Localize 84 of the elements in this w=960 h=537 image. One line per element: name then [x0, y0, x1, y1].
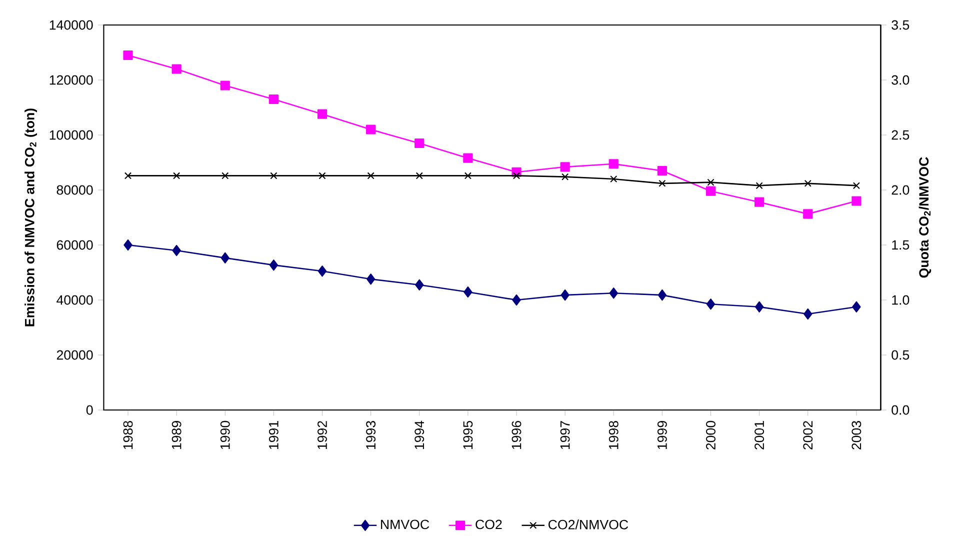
point — [852, 196, 862, 206]
point — [804, 308, 812, 320]
point — [560, 162, 570, 172]
legend-label: CO2 — [476, 520, 502, 530]
point — [707, 178, 714, 186]
y-tick-label: 120000 — [50, 76, 93, 85]
y2-tick-label: 0.0 — [892, 406, 910, 415]
x-tick-label: 1997 — [560, 421, 570, 450]
x-tick-label: 2002 — [803, 421, 813, 450]
point — [415, 279, 424, 291]
point — [222, 172, 229, 180]
y-tick-label: 140000 — [50, 20, 93, 30]
x-tick-label: 2003 — [852, 421, 862, 450]
y2-tick-label: 3.5 — [892, 20, 910, 30]
y-tick-label: 0 — [86, 406, 93, 415]
point — [317, 110, 328, 120]
point — [803, 209, 813, 219]
point — [416, 172, 423, 180]
point — [268, 94, 278, 104]
y-tick-label: 20000 — [56, 350, 93, 360]
point — [123, 50, 133, 60]
x-tick-label: 1993 — [366, 421, 376, 450]
point — [609, 288, 618, 299]
point — [220, 80, 230, 91]
point — [608, 159, 618, 169]
point — [754, 198, 764, 208]
x-tick-label: 2000 — [706, 421, 716, 450]
point — [414, 138, 424, 148]
point — [852, 301, 861, 313]
x-tick-label: 1990 — [220, 421, 230, 450]
point — [658, 290, 667, 301]
x-tick-label: 1989 — [172, 421, 182, 450]
x-tick-label: 1992 — [318, 421, 327, 450]
x-tick-label: 1998 — [608, 421, 618, 450]
point — [804, 180, 812, 188]
point — [562, 173, 569, 181]
point — [706, 186, 716, 196]
legend-label: CO2/NMVOC — [548, 520, 628, 530]
point — [172, 64, 182, 74]
point — [124, 240, 132, 251]
y-tick-label: 80000 — [56, 186, 93, 195]
point — [658, 180, 666, 188]
point — [367, 172, 374, 180]
y-tick-label: 40000 — [56, 296, 93, 305]
y2-tick-label: 2.5 — [892, 130, 910, 140]
x-tick-label: 1996 — [512, 421, 522, 450]
x-tick-label: 1988 — [123, 421, 133, 450]
point — [318, 266, 327, 277]
point — [270, 172, 278, 180]
x-tick-label: 1991 — [268, 421, 278, 450]
y-tick-label: 60000 — [56, 240, 93, 250]
y-axis-title: Emission of NMVOC and CO$_{2}$ (ton) — [24, 108, 37, 326]
point — [657, 166, 667, 176]
legend-label: NMVOC — [381, 520, 430, 530]
point — [366, 124, 376, 135]
point — [756, 182, 763, 190]
y2-tick-label: 1.0 — [892, 296, 910, 305]
y-tick-label: 100000 — [50, 130, 93, 140]
x-tick-label: 1999 — [657, 421, 667, 450]
y2-tick-label: 0.5 — [892, 350, 910, 360]
y2-tick-label: 3.0 — [892, 76, 910, 85]
point — [366, 274, 376, 285]
point — [464, 286, 472, 298]
x-tick-label: 1994 — [414, 421, 424, 450]
point — [512, 294, 521, 306]
point — [318, 172, 326, 180]
point — [172, 245, 181, 256]
y2-tick-label: 1.5 — [892, 240, 910, 250]
point — [512, 172, 520, 180]
point — [173, 172, 180, 180]
point — [220, 252, 230, 264]
point — [464, 172, 472, 180]
y2-tick-label: 2.0 — [892, 186, 910, 195]
point — [269, 260, 278, 271]
point — [706, 298, 716, 310]
point — [463, 154, 473, 164]
point — [124, 172, 132, 180]
y2-axis-title: Quota CO$_{2}$/NMVOC — [918, 157, 932, 278]
x-tick-label: 1995 — [463, 421, 473, 450]
point — [560, 290, 570, 301]
point — [852, 182, 860, 190]
point — [754, 301, 764, 313]
point — [610, 176, 618, 183]
x-tick-label: 2001 — [754, 421, 764, 450]
